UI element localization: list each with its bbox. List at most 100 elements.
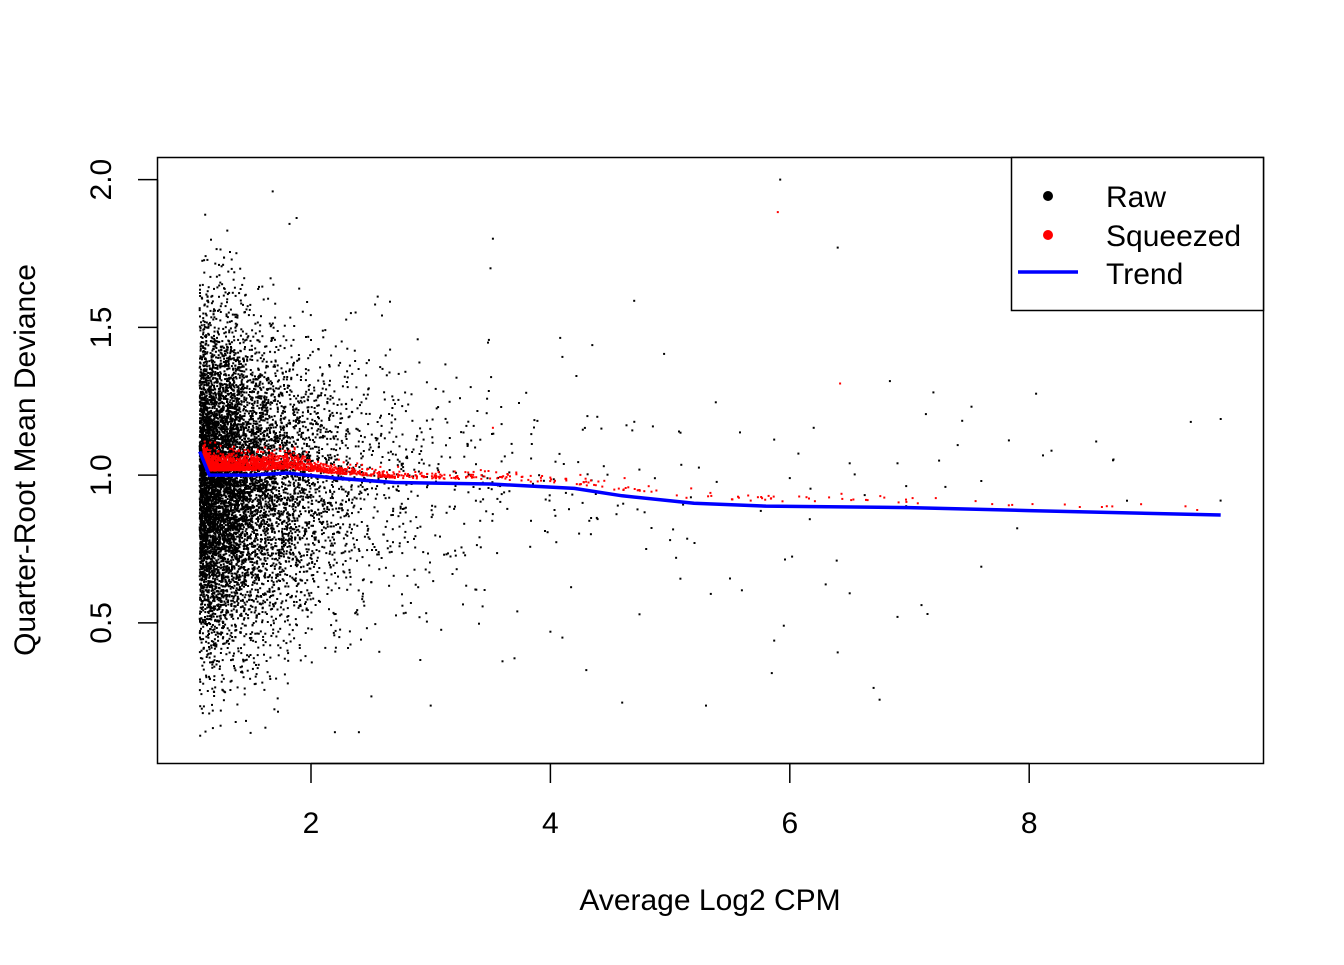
raw-point (286, 451, 289, 454)
raw-point (333, 551, 336, 554)
raw-point (257, 377, 260, 379)
raw-point (235, 398, 238, 401)
raw-point (316, 459, 319, 462)
raw-point (228, 331, 231, 334)
raw-point (286, 615, 289, 618)
raw-point (219, 371, 222, 374)
raw-point (221, 494, 224, 497)
raw-point (351, 498, 354, 501)
raw-point (295, 397, 298, 400)
raw-point (251, 552, 254, 554)
raw-point (221, 674, 224, 677)
raw-point (232, 527, 235, 530)
raw-point (240, 423, 243, 426)
raw-point (355, 427, 358, 430)
raw-point (270, 496, 273, 499)
raw-point (303, 479, 306, 482)
raw-point (201, 529, 204, 532)
raw-point (246, 358, 249, 361)
raw-point (335, 501, 337, 504)
raw-point (337, 364, 340, 367)
raw-point (322, 426, 325, 429)
raw-point (235, 535, 238, 538)
raw-point (255, 533, 257, 536)
raw-point (208, 569, 211, 572)
raw-point (251, 517, 254, 520)
raw-point (273, 351, 276, 354)
raw-point (218, 447, 221, 449)
raw-point (200, 341, 203, 343)
raw-point (281, 535, 284, 537)
raw-point (244, 572, 246, 575)
raw-point (199, 402, 202, 405)
raw-point (326, 520, 329, 523)
raw-point (212, 424, 215, 426)
raw-point (210, 488, 213, 491)
raw-point (215, 420, 218, 423)
raw-point (361, 598, 364, 601)
raw-point (286, 469, 289, 472)
raw-point (230, 561, 233, 564)
raw-point (244, 495, 247, 498)
raw-point (223, 256, 226, 259)
raw-point (474, 499, 477, 502)
raw-point (320, 394, 322, 397)
raw-point (288, 532, 291, 534)
raw-point (410, 490, 413, 493)
raw-point (317, 456, 320, 459)
raw-point (227, 270, 230, 273)
raw-point (274, 302, 277, 305)
raw-point (296, 517, 299, 520)
raw-point (223, 373, 226, 376)
raw-point (299, 491, 302, 494)
raw-point (255, 494, 258, 496)
raw-point (201, 404, 204, 407)
raw-point (234, 423, 237, 426)
raw-point (311, 535, 313, 538)
raw-point (299, 591, 302, 594)
raw-point (286, 384, 289, 387)
raw-point (210, 631, 213, 634)
raw-point (200, 515, 203, 518)
raw-point (303, 438, 306, 441)
raw-point (209, 521, 212, 523)
raw-point (240, 302, 243, 305)
raw-point (961, 419, 964, 422)
raw-point (306, 456, 309, 459)
raw-point (359, 507, 362, 510)
raw-point (401, 462, 404, 465)
raw-point (227, 603, 230, 606)
raw-point (313, 536, 316, 539)
raw-point (227, 585, 230, 588)
raw-point (232, 576, 235, 579)
raw-point (239, 535, 242, 538)
raw-point (304, 393, 307, 396)
raw-point (274, 375, 277, 377)
raw-point (319, 425, 322, 428)
raw-point (555, 541, 558, 544)
raw-point (266, 598, 269, 601)
raw-point (245, 338, 248, 341)
raw-point (335, 479, 337, 482)
raw-point (270, 634, 273, 637)
raw-point (397, 490, 400, 492)
raw-point (454, 505, 456, 508)
raw-point (297, 478, 300, 481)
raw-point (249, 358, 252, 361)
raw-point (231, 568, 233, 571)
raw-point (235, 546, 238, 549)
raw-point (252, 550, 255, 553)
raw-point (233, 566, 236, 569)
raw-point (281, 530, 283, 533)
raw-point (229, 420, 232, 423)
raw-point (207, 286, 210, 289)
raw-point (548, 499, 551, 502)
raw-point (287, 659, 290, 662)
raw-point (282, 378, 285, 381)
raw-point (302, 534, 305, 537)
raw-point (358, 550, 361, 552)
raw-point (206, 305, 209, 308)
raw-point (412, 475, 415, 478)
raw-point (292, 505, 295, 507)
raw-point (235, 401, 238, 404)
